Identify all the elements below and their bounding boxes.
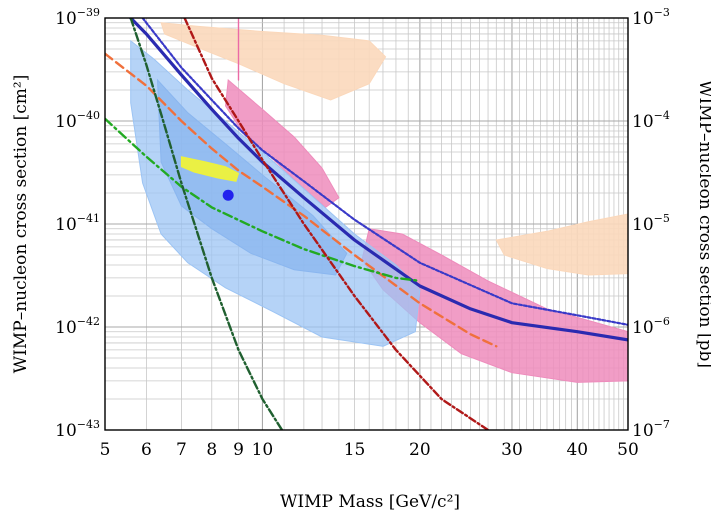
y-tick-label: 10−40 xyxy=(55,109,100,132)
y-tick-label: 10−43 xyxy=(55,418,100,441)
x-axis-title: WIMP Mass [GeV/c²] xyxy=(280,492,460,512)
series-line-4 xyxy=(105,117,422,283)
x-tick-label: 15 xyxy=(344,440,366,460)
x-tick-label: 50 xyxy=(617,440,639,460)
x-tick-label: 8 xyxy=(206,440,217,460)
y-tick-label: 10−42 xyxy=(55,315,100,338)
series-line-5 xyxy=(183,18,490,430)
y-tick-label: 10−6 xyxy=(632,315,670,338)
y-tick-label: 10−7 xyxy=(632,418,670,441)
x-tick-label: 40 xyxy=(566,440,588,460)
y-axis-title-right: WIMP–nucleon cross section [pb] xyxy=(695,80,711,368)
y-tick-label: 10−5 xyxy=(632,212,670,235)
region-2 xyxy=(495,213,628,276)
best-fit-points xyxy=(222,189,234,201)
x-tick-label: 9 xyxy=(233,440,244,460)
plot-frame xyxy=(104,17,629,431)
y-tick-label: 10−41 xyxy=(55,212,100,235)
y-axis-title: WIMP–nucleon cross section [cm²] xyxy=(11,75,31,374)
x-tick-labels: 5 6 7 8 9 10 15 20 30 40 50 xyxy=(100,440,639,460)
series-line-6 xyxy=(129,18,284,430)
y-tick-label: 10−39 xyxy=(55,6,100,29)
series-line-1 xyxy=(129,18,628,342)
series-line-3 xyxy=(105,52,498,348)
y-tick-labels: 10−43 10−42 10−41 10−40 10−39 xyxy=(55,6,100,441)
limit-curves xyxy=(105,18,628,430)
x-tick-label: 7 xyxy=(176,440,187,460)
region-7 xyxy=(180,156,240,182)
x-tick-label: 5 xyxy=(100,440,111,460)
x-tick-label: 10 xyxy=(252,440,274,460)
y-tick-label: 10−3 xyxy=(632,6,670,29)
y-tick-label: 10−4 xyxy=(632,109,670,132)
best-fit-point-1 xyxy=(222,189,234,201)
y-tick-labels-right: 10−7 10−6 10−5 10−4 10−3 xyxy=(632,6,670,441)
x-tick-label: 20 xyxy=(409,440,431,460)
x-tick-label: 6 xyxy=(141,440,152,460)
region-6 xyxy=(156,78,348,276)
x-tick-label: 30 xyxy=(501,440,523,460)
series-line-2 xyxy=(141,18,628,326)
